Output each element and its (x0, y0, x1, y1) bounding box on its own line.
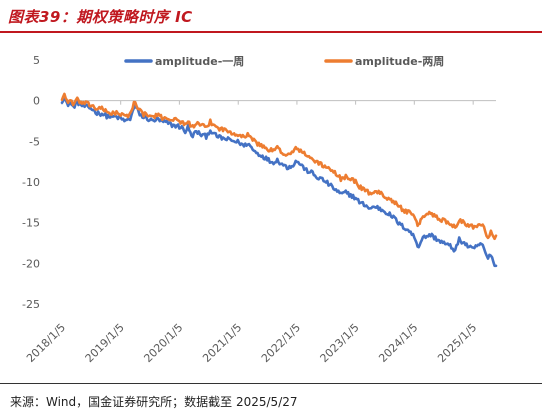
legend-label: amplitude-一周 (155, 55, 244, 68)
title-rule (0, 31, 542, 33)
legend: amplitude-一周 amplitude-两周 (124, 55, 444, 68)
bottom-rule (0, 383, 542, 384)
y-tick-label: -15 (22, 217, 40, 230)
x-tick-label: 2020/1/5 (141, 321, 185, 365)
y-tick-label: -5 (29, 135, 40, 148)
series-line (60, 95, 498, 268)
x-tick-label: 2019/1/5 (83, 321, 127, 365)
x-tick-label: 2025/1/5 (435, 321, 479, 365)
legend-label: amplitude-两周 (355, 55, 444, 68)
x-tick-label: 2023/1/5 (318, 321, 362, 365)
x-tick-label: 2022/1/5 (259, 321, 303, 365)
y-tick-label: -25 (22, 298, 40, 311)
axes: 5 0 -5 -10 -15 -20 -25 2018/1/5 2019/1/5 2020/1/5… (22, 54, 496, 365)
line-chart: 5 0 -5 -10 -15 -20 -25 2018/1/5 2019/1/5 2020/1/5… (22, 54, 498, 365)
figure-title: 图表39：期权策略时序 IC (8, 8, 193, 26)
y-tick-label: 0 (33, 95, 40, 108)
y-tick-label: 5 (33, 54, 40, 67)
series-layer (60, 92, 498, 268)
x-tick-label: 2021/1/5 (200, 321, 244, 365)
y-tick-label: -10 (22, 176, 40, 189)
x-tick-label: 2018/1/5 (24, 321, 68, 365)
x-tick-label: 2024/1/5 (376, 321, 420, 365)
y-tick-label: -20 (22, 257, 40, 270)
series-line (60, 92, 498, 241)
source-note: 来源：Wind，国金证券研究所；数据截至 2025/5/27 (10, 395, 298, 409)
